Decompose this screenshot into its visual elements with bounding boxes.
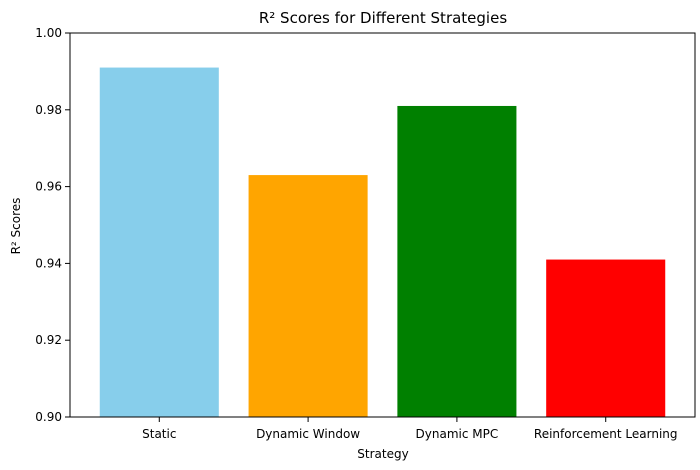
y-tick-label: 0.96 — [35, 180, 62, 194]
x-tick-label: Dynamic MPC — [416, 427, 499, 441]
y-tick-label: 0.92 — [35, 333, 62, 347]
x-tick-label: Static — [142, 427, 176, 441]
y-tick-label: 0.98 — [35, 103, 62, 117]
y-axis-label: R² Scores — [9, 198, 23, 255]
plot-area: 0.90 0.92 0.94 0.96 0.98 1.00 Static Dynamic Wi… — [35, 26, 696, 441]
chart-title: R² Scores for Different Strategies — [259, 9, 507, 27]
bar-dynamic-mpc — [397, 105, 517, 418]
x-axis-label: Strategy — [357, 447, 408, 461]
x-tick-label: Dynamic Window — [256, 427, 360, 441]
y-tick-label: 0.90 — [35, 410, 62, 424]
bar-dynamic-window — [248, 175, 368, 417]
y-tick-label: 1.00 — [35, 26, 62, 40]
bar-static — [99, 67, 219, 417]
x-tick-label: Reinforcement Learning — [534, 427, 678, 441]
bar-reinforcement-learning — [546, 259, 666, 417]
y-tick-label: 0.94 — [35, 256, 62, 270]
plot-frame — [69, 32, 696, 418]
